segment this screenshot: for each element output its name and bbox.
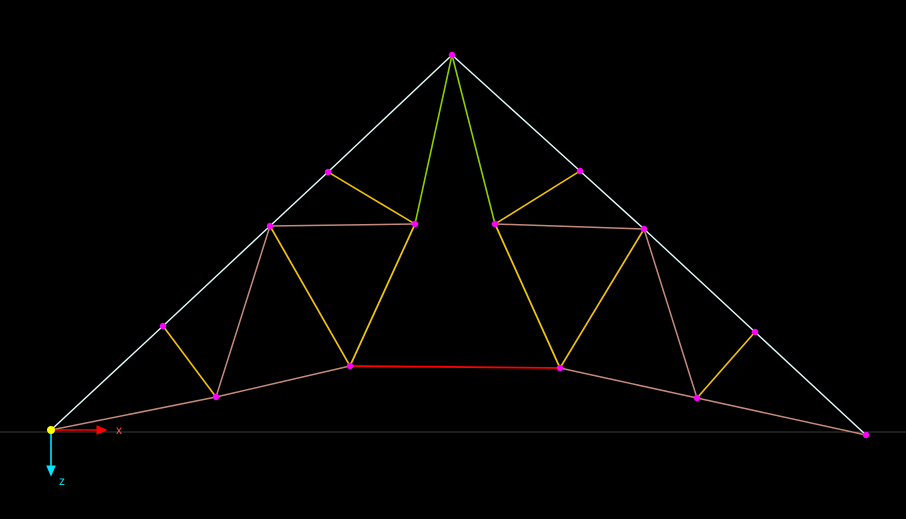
truss-node <box>492 221 498 227</box>
truss-node <box>213 394 219 400</box>
truss-node <box>347 363 353 369</box>
truss-node <box>577 168 583 174</box>
truss-node <box>267 223 273 229</box>
truss-node <box>863 432 869 438</box>
truss-node <box>557 365 563 371</box>
truss-node <box>641 226 647 232</box>
truss-node <box>160 323 166 329</box>
truss-node <box>325 169 331 175</box>
truss-node <box>752 329 758 335</box>
truss-node <box>412 221 418 227</box>
truss-diagram: xz <box>0 0 906 519</box>
z-axis-label: z <box>59 474 65 488</box>
truss-node <box>694 395 700 401</box>
x-axis-label: x <box>116 423 122 437</box>
truss-node <box>449 52 455 58</box>
origin-marker <box>47 426 55 434</box>
